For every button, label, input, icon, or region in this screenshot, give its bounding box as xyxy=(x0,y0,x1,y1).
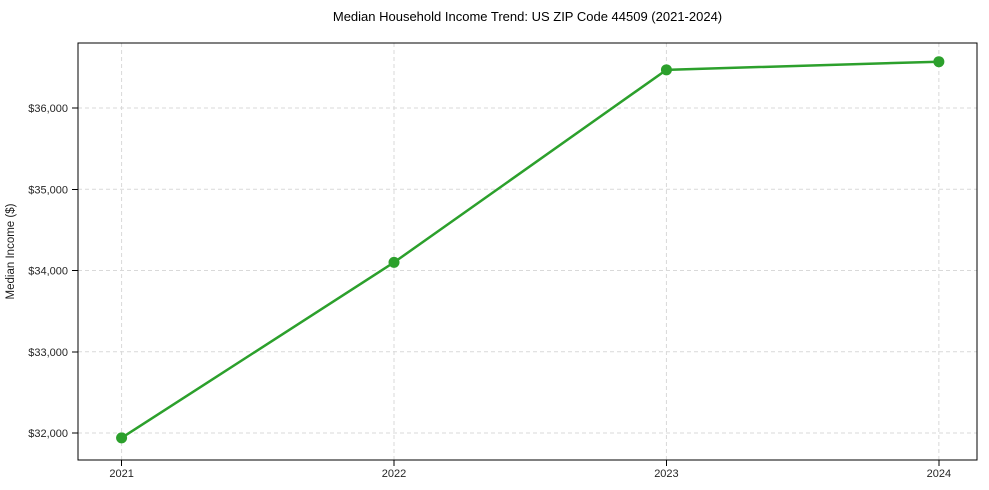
y-axis-label: Median Income ($) xyxy=(5,203,17,299)
x-tick-label: 2023 xyxy=(654,468,678,480)
x-tick-label: 2022 xyxy=(382,468,406,480)
y-tick-label: $34,000 xyxy=(28,266,68,278)
y-tick-label: $35,000 xyxy=(28,184,68,196)
y-tick-label: $32,000 xyxy=(28,428,68,440)
x-tick-label: 2021 xyxy=(109,468,133,480)
data-point-marker xyxy=(933,56,945,68)
data-point-marker xyxy=(660,64,672,76)
y-tick-label: $33,000 xyxy=(28,347,68,359)
trend-line xyxy=(120,60,939,439)
data-point-marker xyxy=(388,256,400,268)
chart-title: Median Household Income Trend: US ZIP Co… xyxy=(333,9,722,24)
data-point-marker xyxy=(116,432,128,444)
plot-border xyxy=(77,42,978,461)
x-tick-label: 2024 xyxy=(927,468,951,480)
y-tick-label: $36,000 xyxy=(28,103,68,115)
